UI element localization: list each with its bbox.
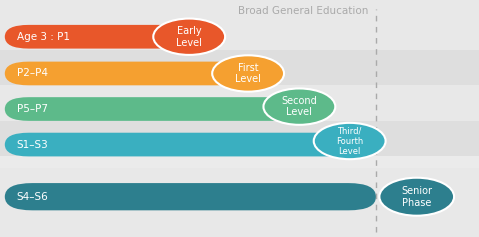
FancyBboxPatch shape bbox=[0, 85, 479, 121]
Text: Second
Level: Second Level bbox=[282, 96, 317, 118]
Text: P5–P7: P5–P7 bbox=[17, 104, 48, 114]
Ellipse shape bbox=[314, 123, 386, 159]
Ellipse shape bbox=[379, 178, 454, 216]
Text: First
Level: First Level bbox=[235, 63, 261, 84]
FancyBboxPatch shape bbox=[0, 168, 479, 237]
FancyBboxPatch shape bbox=[0, 0, 479, 50]
FancyBboxPatch shape bbox=[0, 121, 479, 156]
FancyBboxPatch shape bbox=[5, 183, 376, 210]
Text: Broad General Education: Broad General Education bbox=[239, 6, 369, 16]
Ellipse shape bbox=[153, 18, 225, 55]
FancyBboxPatch shape bbox=[0, 50, 479, 85]
Text: Age 3 : P1: Age 3 : P1 bbox=[17, 32, 70, 42]
Text: Third/
Fourth
Level: Third/ Fourth Level bbox=[336, 126, 363, 156]
Ellipse shape bbox=[212, 55, 284, 92]
FancyBboxPatch shape bbox=[5, 25, 192, 49]
FancyBboxPatch shape bbox=[5, 133, 362, 156]
Text: Senior
Phase: Senior Phase bbox=[401, 186, 432, 208]
Text: S4–S6: S4–S6 bbox=[17, 192, 48, 202]
Ellipse shape bbox=[263, 88, 335, 125]
Text: S1–S3: S1–S3 bbox=[17, 140, 48, 150]
Text: P2–P4: P2–P4 bbox=[17, 68, 48, 78]
FancyBboxPatch shape bbox=[5, 62, 249, 85]
FancyBboxPatch shape bbox=[5, 97, 299, 121]
Text: Early
Level: Early Level bbox=[176, 26, 202, 48]
